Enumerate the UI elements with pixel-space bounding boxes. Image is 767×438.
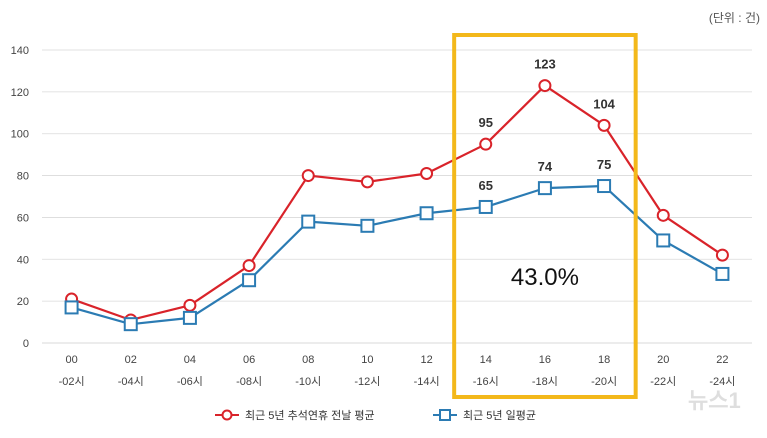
data-label: 75 xyxy=(597,157,611,172)
data-label: 65 xyxy=(479,178,493,193)
x-axis: 00 -02시 02 -04시 04 -06시 06 -08시 08 -10시 10 -12시 12 -1… xyxy=(59,354,736,388)
x-tick-label: 02 xyxy=(125,354,137,366)
x-tick-sublabel: -04시 xyxy=(118,376,144,388)
x-tick-sublabel: -18시 xyxy=(532,376,558,388)
x-tick-label: 08 xyxy=(302,354,314,366)
data-label: 104 xyxy=(593,96,615,111)
y-tick-label: 80 xyxy=(17,171,29,183)
watermark-text: 뉴스1 xyxy=(688,388,741,413)
data-point-circle xyxy=(538,79,552,93)
highlight-box xyxy=(452,33,638,399)
data-point-square xyxy=(64,300,79,315)
x-tick-sublabel: -08시 xyxy=(236,376,262,388)
x-tick-label: 12 xyxy=(420,354,432,366)
y-tick-label: 60 xyxy=(17,212,29,224)
y-tick-label: 140 xyxy=(11,45,29,57)
x-tick-sublabel: -02시 xyxy=(59,376,85,388)
series-line xyxy=(71,84,724,322)
data-point-square xyxy=(419,206,434,221)
unit-label: (단위 : 건) xyxy=(709,11,760,25)
x-tick-label: 04 xyxy=(184,354,196,366)
data-labels: 95 123 104 65 74 75 xyxy=(479,57,616,193)
data-point-circle xyxy=(183,298,197,312)
x-tick-sublabel: -16시 xyxy=(473,376,499,388)
legend-marker-square xyxy=(439,409,451,421)
x-tick-label: 10 xyxy=(361,354,373,366)
legend: 최근 5년 추석연휴 전날 평균 최근 5년 일평균 xyxy=(215,408,536,422)
x-tick-label: 20 xyxy=(657,354,669,366)
series-line xyxy=(71,184,723,326)
data-point-square xyxy=(656,233,671,248)
y-tick-label: 100 xyxy=(11,129,29,141)
x-tick-label: 18 xyxy=(598,354,610,366)
data-label: 95 xyxy=(479,115,493,130)
percent-annotation: 43.0% xyxy=(511,264,579,291)
data-point-square xyxy=(242,273,257,288)
x-tick-label: 14 xyxy=(480,354,492,366)
x-tick-label: 00 xyxy=(65,354,77,366)
data-point-square xyxy=(123,317,138,332)
x-tick-sublabel: -10시 xyxy=(295,376,321,388)
data-point-circle xyxy=(420,166,434,180)
data-label: 123 xyxy=(534,57,556,72)
data-point-circle xyxy=(597,118,611,132)
data-point-circle xyxy=(479,137,493,151)
x-tick-label: 06 xyxy=(243,354,255,366)
x-tick-sublabel: -22시 xyxy=(650,376,676,388)
x-tick-sublabel: -14시 xyxy=(414,376,440,388)
data-point-circle xyxy=(301,169,315,183)
grid-layer xyxy=(42,49,752,344)
data-point-circle xyxy=(242,259,256,273)
data-point-circle xyxy=(715,248,729,262)
series-layer xyxy=(64,79,730,332)
x-tick-label: 22 xyxy=(716,354,728,366)
x-tick-sublabel: -06시 xyxy=(177,376,203,388)
data-point-square xyxy=(715,266,730,281)
data-point-square xyxy=(597,179,612,194)
news1-watermark: 뉴스1 xyxy=(688,388,741,413)
legend-label: 최근 5년 일평균 xyxy=(463,408,536,422)
y-tick-label: 0 xyxy=(23,338,29,350)
data-point-square xyxy=(537,181,552,196)
data-label: 74 xyxy=(538,159,553,174)
data-point-square xyxy=(182,310,197,325)
x-tick-sublabel: -12시 xyxy=(354,376,380,388)
data-point-square xyxy=(301,214,316,229)
y-tick-label: 40 xyxy=(17,254,29,266)
y-tick-label: 120 xyxy=(11,87,29,99)
data-point-square xyxy=(360,218,375,233)
legend-label: 최근 5년 추석연휴 전날 평균 xyxy=(245,409,375,422)
data-point-circle xyxy=(360,175,374,189)
data-point-circle xyxy=(656,208,670,222)
x-tick-sublabel: -24시 xyxy=(709,376,735,388)
y-tick-label: 20 xyxy=(17,296,29,308)
x-tick-label: 16 xyxy=(539,354,551,366)
data-point-square xyxy=(478,199,493,214)
legend-marker-circle xyxy=(221,409,233,421)
y-axis: 0 20 40 60 80 100 120 140 xyxy=(11,45,29,350)
x-tick-sublabel: -20시 xyxy=(591,376,617,388)
